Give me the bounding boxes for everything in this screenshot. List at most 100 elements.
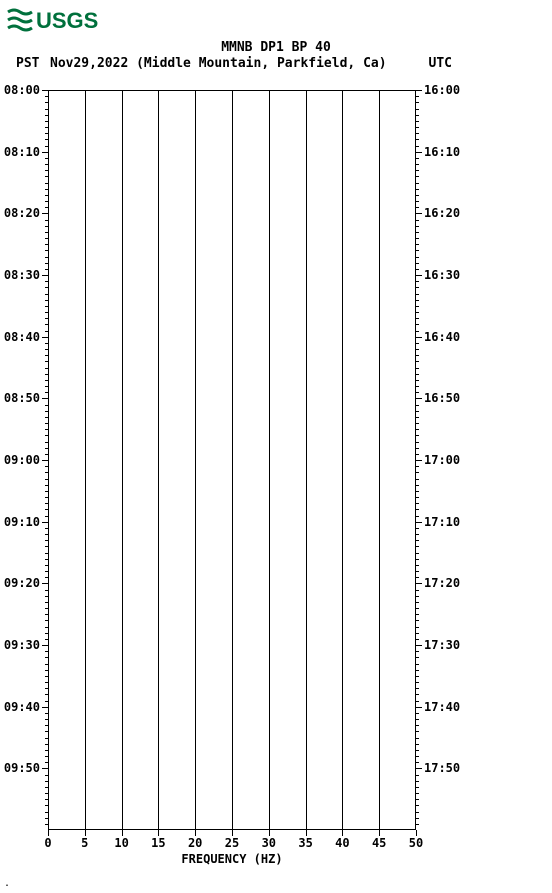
y-minor-tick-left (45, 96, 48, 97)
y-minor-tick-left (45, 682, 48, 683)
y-minor-tick-right (416, 158, 419, 159)
usgs-logo: USGS (6, 6, 102, 34)
y-minor-tick-left (45, 435, 48, 436)
y-minor-tick-right (416, 509, 419, 510)
y-minor-tick-right (416, 651, 419, 652)
y-minor-tick-left (45, 725, 48, 726)
y-minor-tick-left (45, 738, 48, 739)
y-minor-tick-left (45, 417, 48, 418)
y-minor-tick-left (45, 744, 48, 745)
y-minor-tick-right (416, 701, 419, 702)
y-minor-tick-right (416, 127, 419, 128)
gridline (158, 90, 159, 830)
y-minor-tick-left (45, 553, 48, 554)
y-minor-tick-left (45, 577, 48, 578)
y-minor-tick-left (45, 306, 48, 307)
y-minor-tick-left (45, 824, 48, 825)
y-minor-tick-left (45, 775, 48, 776)
y-minor-tick-right (416, 775, 419, 776)
y-minor-tick-right (416, 793, 419, 794)
y-minor-tick-left (45, 657, 48, 658)
y-label-left: 08:40 (4, 330, 40, 344)
y-tick-right (416, 337, 422, 338)
y-minor-tick-left (45, 590, 48, 591)
y-minor-tick-left (45, 423, 48, 424)
y-minor-tick-right (416, 300, 419, 301)
y-minor-tick-left (45, 127, 48, 128)
y-minor-tick-left (45, 762, 48, 763)
y-minor-tick-left (45, 701, 48, 702)
y-label-left: 08:30 (4, 268, 40, 282)
y-minor-tick-right (416, 590, 419, 591)
y-label-right: 16:50 (424, 391, 460, 405)
x-tick-label: 10 (114, 836, 128, 850)
y-minor-tick-left (45, 491, 48, 492)
y-minor-tick-right (416, 361, 419, 362)
x-tick-label: 40 (335, 836, 349, 850)
y-minor-tick-right (416, 682, 419, 683)
y-minor-tick-left (45, 516, 48, 517)
y-minor-tick-right (416, 423, 419, 424)
y-minor-tick-left (45, 109, 48, 110)
y-minor-tick-left (45, 565, 48, 566)
y-minor-tick-right (416, 491, 419, 492)
chart-title: MMNB DP1 BP 40 (0, 40, 552, 55)
y-minor-tick-left (45, 226, 48, 227)
y-minor-tick-right (416, 201, 419, 202)
y-minor-tick-right (416, 380, 419, 381)
y-minor-tick-right (416, 571, 419, 572)
y-minor-tick-left (45, 312, 48, 313)
y-tick-left (42, 213, 48, 214)
y-minor-tick-right (416, 189, 419, 190)
x-tick-label: 5 (81, 836, 88, 850)
gridline (306, 90, 307, 830)
y-minor-tick-right (416, 374, 419, 375)
y-minor-tick-left (45, 257, 48, 258)
y-minor-tick-right (416, 503, 419, 504)
y-tick-right (416, 398, 422, 399)
y-minor-tick-right (416, 294, 419, 295)
y-minor-tick-right (416, 386, 419, 387)
y-tick-right (416, 275, 422, 276)
y-minor-tick-left (45, 503, 48, 504)
y-minor-tick-right (416, 676, 419, 677)
y-minor-tick-right (416, 318, 419, 319)
y-label-right: 16:30 (424, 268, 460, 282)
chart-area: 05101520253035404550 FREQUENCY (HZ) 08:0… (48, 90, 416, 830)
y-tick-left (42, 275, 48, 276)
y-minor-tick-right (416, 546, 419, 547)
y-minor-tick-left (45, 559, 48, 560)
y-minor-tick-left (45, 250, 48, 251)
y-minor-tick-right (416, 250, 419, 251)
date-location: Nov29,2022 (Middle Mountain, Parkfield, … (50, 56, 387, 71)
y-minor-tick-left (45, 509, 48, 510)
y-tick-left (42, 522, 48, 523)
y-minor-tick-left (45, 232, 48, 233)
y-minor-tick-left (45, 287, 48, 288)
y-minor-tick-right (416, 540, 419, 541)
y-minor-tick-left (45, 146, 48, 147)
y-label-left: 09:40 (4, 700, 40, 714)
y-minor-tick-left (45, 442, 48, 443)
gridline (195, 90, 196, 830)
y-minor-tick-right (416, 306, 419, 307)
gridline (122, 90, 123, 830)
y-minor-tick-right (416, 608, 419, 609)
y-minor-tick-left (45, 170, 48, 171)
gridline (232, 90, 233, 830)
y-minor-tick-left (45, 429, 48, 430)
y-minor-tick-right (416, 713, 419, 714)
y-minor-tick-left (45, 121, 48, 122)
y-minor-tick-right (416, 750, 419, 751)
svg-text:USGS: USGS (36, 8, 98, 33)
y-minor-tick-left (45, 220, 48, 221)
y-minor-tick-right (416, 485, 419, 486)
y-minor-tick-left (45, 361, 48, 362)
y-minor-tick-right (416, 232, 419, 233)
y-minor-tick-right (416, 164, 419, 165)
y-minor-tick-right (416, 176, 419, 177)
y-minor-tick-left (45, 343, 48, 344)
y-minor-tick-right (416, 442, 419, 443)
y-minor-tick-left (45, 380, 48, 381)
y-label-right: 17:20 (424, 576, 460, 590)
